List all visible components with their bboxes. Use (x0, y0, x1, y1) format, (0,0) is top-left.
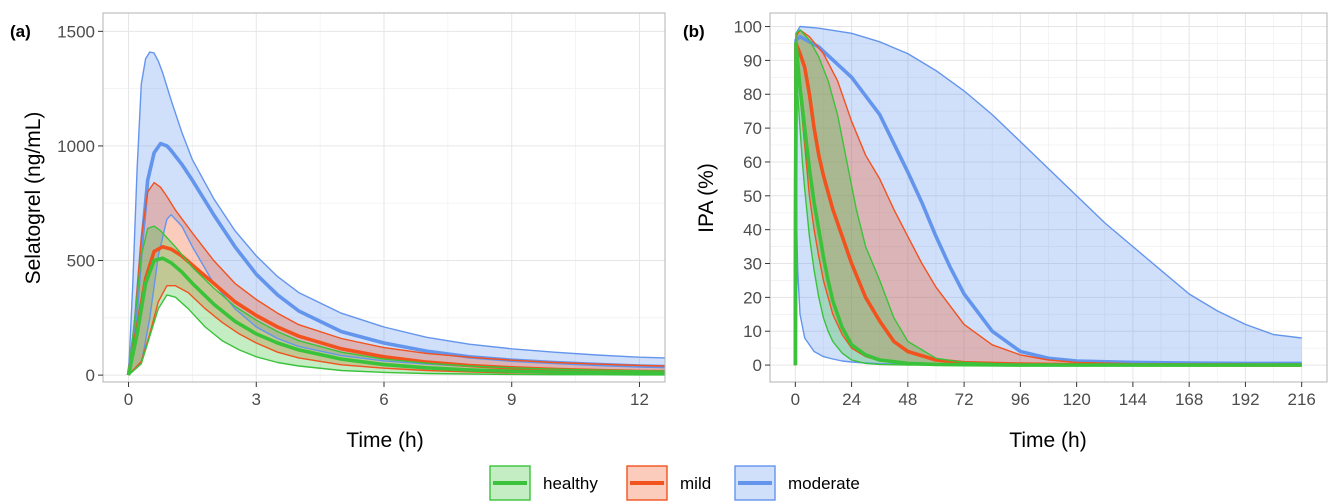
panel-a-grid (103, 13, 665, 382)
y-tick-label: 90 (743, 51, 762, 70)
y-tick-label: 40 (743, 221, 762, 240)
line-healthy-median (126, 256, 666, 376)
line-moderate-median (793, 34, 1302, 366)
y-tick-label: 0 (753, 356, 762, 375)
x-tick-label: 9 (507, 390, 516, 409)
panel-b-ticks: 0 24 48 72 96 120 144 168 192 216 0 10 20 30 40 50 60 70 8… (734, 18, 1316, 409)
line-healthy-median (793, 41, 1302, 367)
y-tick-label: 70 (743, 119, 762, 138)
panel-a-ticks: 0 3 6 9 12 0 500 1000 1500 (57, 22, 649, 409)
panel-b-lines (793, 25, 1302, 367)
panel-b-y-axis-title: IPA (%) (695, 163, 718, 233)
panel-b-border (769, 12, 1328, 383)
y-tick-label: 1500 (57, 22, 95, 41)
legend: healthy mild moderate (489, 465, 860, 501)
band-moderate (795, 26, 1302, 366)
x-tick-label: 168 (1175, 390, 1203, 409)
y-tick-label: 100 (734, 18, 762, 37)
x-tick-label: 216 (1287, 390, 1315, 409)
panel-b: 0 24 48 72 96 120 144 168 192 216 0 10 20 30 40 50 60 70 8… (683, 12, 1328, 452)
panel-b-label: (b) (683, 22, 705, 41)
line-healthy-lower (794, 59, 1302, 366)
y-tick-label: 80 (743, 85, 762, 104)
line-moderate-upper (794, 25, 1302, 366)
panel-b-x-axis-title: Time (h) (1009, 429, 1086, 452)
panel-a: 0 3 6 9 12 0 500 1000 1500 (a) Time (h) Selatogr… (10, 12, 666, 452)
legend-label-healthy: healthy (543, 474, 598, 493)
y-tick-label: 60 (743, 153, 762, 172)
x-tick-label: 0 (124, 390, 133, 409)
panel-a-x-axis-title: Time (h) (346, 429, 423, 452)
y-tick-label: 0 (86, 366, 95, 385)
x-tick-label: 192 (1231, 390, 1259, 409)
x-tick-label: 3 (252, 390, 261, 409)
band-mild (795, 29, 1302, 366)
y-tick-label: 10 (743, 322, 762, 341)
legend-label-moderate: moderate (788, 474, 860, 493)
y-tick-label: 500 (67, 252, 95, 271)
line-mild-upper (127, 181, 666, 376)
legend-item-healthy: healthy (489, 465, 598, 501)
line-healthy-upper (127, 225, 666, 376)
panel-b-grid (770, 13, 1327, 382)
x-tick-label: 144 (1119, 390, 1147, 409)
legend-label-mild: mild (680, 474, 711, 493)
x-tick-label: 12 (630, 390, 649, 409)
y-tick-label: 50 (743, 187, 762, 206)
band-mild (128, 182, 665, 376)
x-tick-label: 24 (842, 390, 861, 409)
line-moderate-upper (127, 51, 666, 376)
x-tick-label: 6 (379, 390, 388, 409)
legend-item-moderate: moderate (734, 465, 860, 501)
x-tick-label: 0 (791, 390, 800, 409)
line-healthy-lower (128, 294, 665, 376)
x-tick-label: 96 (1011, 390, 1030, 409)
x-tick-label: 120 (1062, 390, 1090, 409)
x-tick-label: 48 (898, 390, 917, 409)
line-healthy-upper (794, 29, 1302, 366)
panel-a-lines (126, 51, 666, 376)
panel-a-label: (a) (10, 22, 31, 41)
panel-a-y-axis-title: Selatogrel (ng/mL) (22, 112, 45, 285)
legend-item-mild: mild (626, 465, 711, 501)
y-tick-label: 1000 (57, 137, 95, 156)
x-tick-label: 72 (955, 390, 974, 409)
y-tick-label: 20 (743, 288, 762, 307)
y-tick-label: 30 (743, 255, 762, 274)
band-moderate (128, 52, 665, 376)
